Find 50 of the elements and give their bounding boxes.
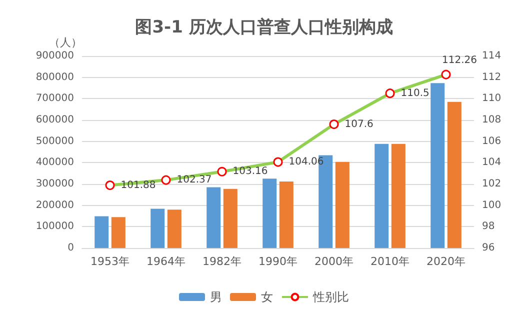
y-tick-label: 600000 (36, 114, 74, 126)
x-tick-label: 1990年 (258, 255, 298, 268)
x-tick-label: 2020年 (426, 255, 466, 268)
y2-tick-label: 114 (482, 50, 502, 62)
bar (223, 188, 238, 248)
bar (167, 210, 182, 248)
y2-tick-label: 100 (482, 200, 502, 211)
y-tick-label: 800000 (36, 72, 74, 83)
bar (374, 144, 389, 248)
y-axis-title: （人） (49, 36, 82, 49)
y2-tick-label: 110 (482, 93, 502, 104)
bar (262, 178, 277, 248)
bar (94, 216, 109, 248)
bar (206, 187, 221, 248)
y-tick-label: 400000 (36, 157, 74, 168)
y2-tick-label: 104 (482, 157, 502, 168)
y2-tick-label: 96 (482, 242, 495, 254)
y-tick-label: 100000 (36, 221, 74, 232)
bar (430, 83, 445, 248)
y2-tick-label: 102 (482, 178, 502, 190)
legend-label: 男 (210, 290, 222, 304)
data-label: 107.6 (344, 118, 374, 130)
x-tick-label: 1982年 (202, 255, 242, 268)
data-label: 103.16 (232, 166, 268, 178)
bar (391, 144, 406, 248)
y-tick-label: 500000 (36, 136, 74, 147)
x-tick-label: 2000年 (314, 255, 354, 268)
bar (279, 181, 294, 248)
legend-label: 女 (261, 290, 273, 304)
legend-label: 性别比 (312, 290, 349, 304)
bar (150, 208, 165, 248)
y-tick-label: 900000 (36, 50, 74, 62)
data-label: 110.5 (400, 88, 430, 99)
y-tick-label: 200000 (36, 200, 74, 211)
bar (335, 162, 350, 248)
y-tick-label: 300000 (36, 178, 74, 190)
x-tick-label: 1964年 (146, 255, 186, 268)
bar (447, 102, 462, 248)
x-tick-label: 1953年 (90, 255, 130, 268)
data-label: 112.26 (442, 55, 477, 66)
y-tick-label: 700000 (36, 93, 74, 104)
data-label: 102.37 (176, 174, 212, 186)
bar (111, 217, 126, 248)
y-tick-label: 0 (68, 242, 74, 254)
y2-tick-label: 112 (482, 72, 502, 83)
y2-tick-label: 106 (482, 136, 502, 147)
chart-title: 图3-1 历次人口普查人口性别构成 (135, 16, 393, 38)
y2-tick-label: 98 (482, 221, 495, 232)
x-tick-label: 2010年 (370, 255, 410, 268)
y2-tick-label: 108 (482, 114, 502, 126)
